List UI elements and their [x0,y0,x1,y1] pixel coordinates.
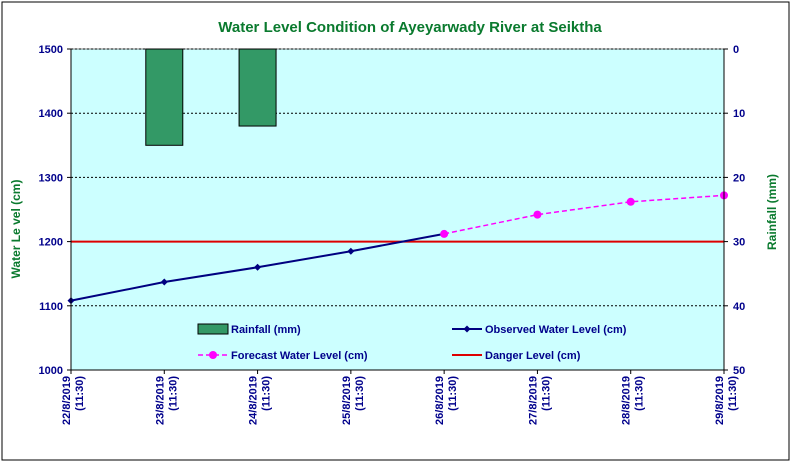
y-left-tick-label: 1300 [39,172,63,184]
x-tick-label: 29/8/2019(11:30) [714,376,739,425]
observed-water-level-point [347,247,355,255]
y-right-axis-title: Rainfall (mm) [765,174,779,250]
y-right-tick-label: 10 [733,108,745,120]
rainfall-bar [238,48,277,127]
x-tick-label-date: 27/8/2019 [527,376,539,425]
legend-marker-observed [463,325,471,333]
rainfall-bar [145,48,184,146]
legend: Rainfall (mm) Observed Water Level (cm) Fo… [197,323,627,362]
legend-label: Forecast Water Level (cm) [231,350,368,362]
x-tick-label-date: 28/8/2019 [621,376,633,425]
legend-label: Danger Level (cm) [485,350,581,362]
x-tick-label-date: 22/8/2019 [61,376,73,425]
y-left-tick-label: 1400 [39,108,63,120]
x-tick-label-time: (11:30) [540,376,552,411]
x-tick-label: 24/8/2019(11:30) [248,376,273,425]
x-tick-label: 23/8/2019(11:30) [154,376,179,425]
y-right-tick-label: 30 [733,237,745,249]
x-tick-label: 22/8/2019(11:30) [61,376,86,425]
forecast-water-level-line [443,194,725,235]
y-right-tick-label: 50 [733,365,745,377]
y-left-axis-title: Water Le vel (cm) [9,180,23,279]
x-tick-label-date: 25/8/2019 [341,376,353,425]
y-left-tick-label: 1500 [39,44,63,56]
y-right-tick-label: 20 [733,172,745,184]
x-tick-label-time: (11:30) [447,376,459,411]
x-tick-label-time: (11:30) [261,376,273,411]
x-tick-label-date: 26/8/2019 [434,376,446,425]
x-tick-label-time: (11:30) [354,376,366,411]
x-tick-label: 26/8/2019(11:30) [434,376,459,425]
x-tick-label-date: 24/8/2019 [248,376,260,425]
x-tick-label-time: (11:30) [167,376,179,411]
axes: 1000 1100 1200 1300 1400 1500 0 10 20 30 40 50 22/8/… [39,44,746,425]
x-tick-label: 27/8/2019(11:30) [527,376,552,425]
x-tick-label-date: 23/8/2019 [154,376,166,425]
y-left-tick-label: 1200 [39,237,63,249]
y-left-tick-label: 1100 [39,301,63,313]
observed-water-level-point [254,263,262,271]
y-right-tick-label: 40 [733,301,745,313]
legend-swatch-rainfall [197,323,229,335]
x-tick-label-time: (11:30) [634,376,646,411]
legend-label: Observed Water Level (cm) [485,324,627,336]
x-tick-label-time: (11:30) [727,376,739,411]
y-left-tick-label: 1000 [39,365,63,377]
forecast-water-level-point [440,229,449,238]
legend-label: Rainfall (mm) [231,324,301,336]
rainfall-bars [145,48,277,146]
x-tick-label: 25/8/2019(11:30) [341,376,366,425]
chart-title: Water Level Condition of Ayeyarwady Rive… [218,19,602,36]
x-tick-label: 28/8/2019(11:30) [621,376,646,425]
forecast-water-level-point [533,210,542,219]
forecast-water-level-point [626,197,635,206]
x-tick-label-time: (11:30) [74,376,86,411]
legend-marker-forecast [209,351,217,359]
observed-water-level-point [160,278,168,286]
y-right-tick-label: 0 [733,44,739,56]
x-tick-label-date: 29/8/2019 [714,376,726,425]
